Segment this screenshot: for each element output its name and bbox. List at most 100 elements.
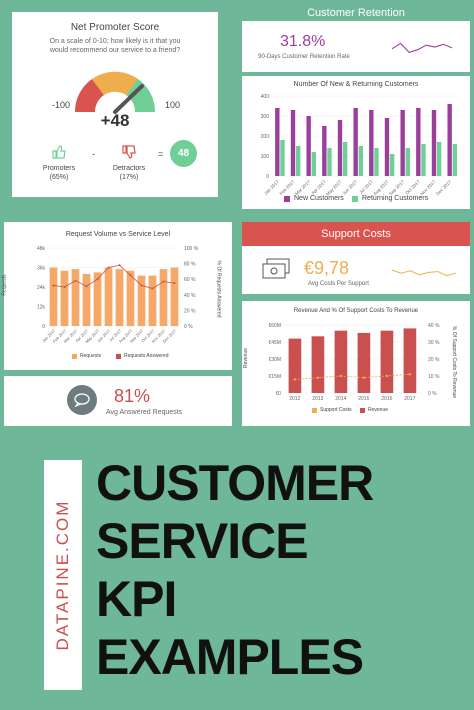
bar-returning (327, 148, 332, 176)
bar-revenue (403, 328, 417, 393)
answered-panel: 81% Avg Answered Requests (4, 376, 232, 426)
bar-returning (421, 144, 426, 176)
bar-revenue (357, 332, 371, 393)
legend-new: New Customers (284, 195, 344, 202)
thumbs-down-icon (122, 145, 136, 159)
bar-requests (137, 275, 146, 326)
bar-revenue (288, 338, 302, 393)
y2-tick-label: 80 % (184, 262, 196, 268)
y-tick-label: 36k (37, 266, 46, 272)
answered-value: 81% (114, 386, 151, 406)
gauge-needle (113, 84, 144, 114)
bar-requests (159, 269, 168, 326)
point-answered (162, 280, 165, 283)
y-tick-label: €0 (275, 391, 281, 397)
x-tick-label: 2012 (289, 396, 300, 402)
bar-returning (295, 146, 301, 176)
bar-new (275, 108, 280, 176)
bar-new (306, 116, 311, 176)
bar-new (416, 108, 421, 176)
y2-tick-label: 30 % (428, 340, 440, 346)
legend-returning: Returning Customers (352, 195, 428, 202)
bar-new (353, 108, 358, 176)
line-support-costs (294, 373, 410, 380)
title-line-3: KPI (96, 571, 177, 627)
equals-sign: = (158, 149, 164, 159)
point-support-costs (362, 376, 366, 379)
bar-requests (104, 267, 113, 326)
x-tick-label: Jan 2017 (263, 179, 280, 196)
legend-new-swatch (284, 195, 290, 202)
bar-requests (115, 269, 124, 326)
detractors-label: Detractors (112, 165, 146, 172)
y-tick-label: 200 (261, 134, 270, 140)
y2-tick-label: 20 % (184, 308, 196, 314)
legend-revenue: Revenue (360, 407, 388, 413)
point-answered (52, 284, 55, 287)
bar-returning (374, 148, 379, 176)
y-tick-label: 24k (37, 285, 46, 291)
title-line-1: CUSTOMER (96, 455, 374, 511)
y2-tick-label: 100 % (184, 246, 199, 252)
chat-bubble-icon (74, 393, 90, 408)
bar-new (290, 110, 296, 176)
nps-panel: Net Promoter Score On a scale of 0-10; h… (12, 12, 218, 197)
bar-revenue (334, 330, 348, 393)
support-costs-panel: Support Costs €9,78 Avg Costs Per Suppor… (242, 222, 470, 294)
point-answered (118, 264, 121, 267)
bar-returning (311, 152, 317, 176)
point-answered (151, 287, 154, 290)
x-tick-label: 2015 (358, 396, 369, 402)
cost-revenue-panel: Revenue And % Of Support Costs To Revenu… (242, 301, 470, 426)
thumbs-up-icon (52, 145, 66, 159)
retention-panel: Customer Retention 31.8% 90-Days Custome… (242, 4, 470, 72)
legend-returning-swatch (352, 195, 358, 202)
bar-requests (170, 267, 179, 326)
retention-value: 31.8% (280, 33, 326, 50)
bar-requests (82, 274, 91, 326)
nps-score: +48 (100, 111, 130, 130)
title-line-4: EXAMPLES (96, 629, 364, 685)
y-tick-label: €15M (268, 374, 281, 380)
nps-result: 48 (177, 148, 190, 159)
y-tick-label: €30M (268, 357, 281, 363)
cost-revenue-chart: €0 €15M €30M €45M €60M 0 % 10 % 20 % 30 % 40 % 201… (268, 323, 440, 402)
promoters-label: Promoters (42, 165, 76, 172)
point-support-costs (316, 376, 320, 379)
retention-header: Customer Retention (242, 4, 470, 21)
legend-returning-label: Returning Customers (362, 195, 429, 202)
point-answered (74, 279, 77, 282)
bar-returning (280, 140, 285, 176)
bar-requests (71, 269, 80, 326)
nps-title: Net Promoter Score (70, 22, 160, 33)
x-tick-label: 2016 (381, 396, 392, 402)
banner: DATAPINE.COM CUSTOMER SERVICE KPI EXAMPL… (0, 430, 474, 710)
legend-answered-swatch (116, 353, 121, 359)
bar-new (322, 126, 327, 176)
point-support-costs (385, 374, 389, 378)
x-tick-label: 2013 (312, 396, 323, 402)
request-volume-panel: Request Volume vs Service Level 0 12k 24k 3… (2, 222, 232, 370)
point-answered (173, 282, 176, 285)
cr-ylabel-left: Revenue (243, 347, 250, 369)
cost-revenue-title: Revenue And % Of Support Costs To Revenu… (293, 308, 419, 314)
point-support-costs (339, 374, 343, 378)
answered-caption: Avg Answered Requests (106, 409, 183, 416)
legend-answered-label: Requests Answered (124, 353, 169, 359)
retention-sparkline (391, 42, 453, 54)
legend-requests-label: Requests (80, 353, 102, 359)
y-tick-label: 400 (261, 94, 270, 100)
y2-tick-label: 0 % (428, 391, 437, 397)
point-answered (107, 266, 110, 269)
nps-gauge (74, 71, 156, 114)
cr-ylabel-right: % Of Support Costs To Revenue (451, 325, 458, 399)
bar-requests (126, 270, 135, 326)
point-answered (63, 286, 66, 288)
bar-requests (60, 270, 69, 326)
legend-answered: Requests Answered (116, 353, 168, 359)
bar-returning (342, 142, 348, 176)
y2-tick-label: 40 % (428, 323, 440, 329)
y-tick-label: €45M (268, 340, 281, 346)
x-tick-label: Dec 2017 (435, 179, 453, 197)
